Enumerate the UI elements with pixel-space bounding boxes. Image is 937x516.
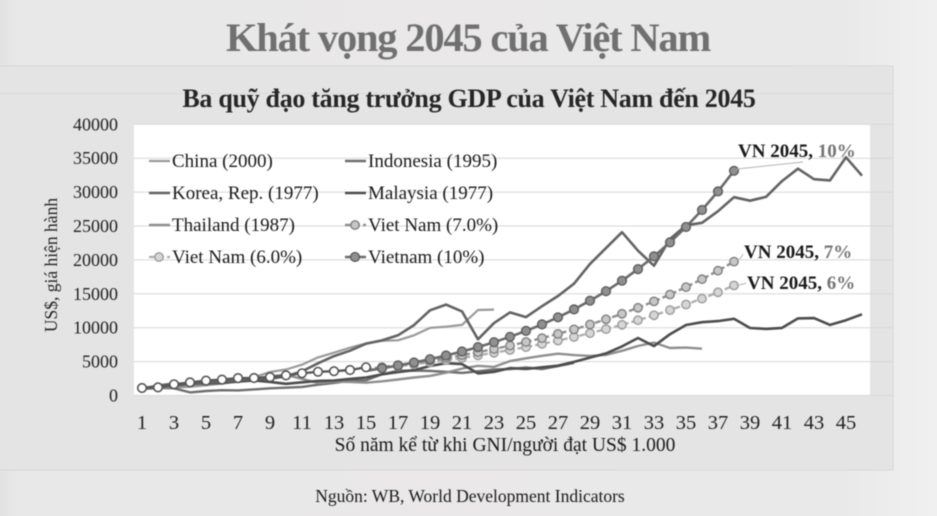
svg-text:Malaysia (1977): Malaysia (1977) — [368, 183, 493, 204]
svg-text:15: 15 — [356, 412, 377, 434]
svg-text:Khát vọng 2045 của Việt Nam: Khát vọng 2045 của Việt Nam — [226, 15, 711, 60]
svg-text:23: 23 — [484, 412, 505, 434]
svg-text:Nguồn: WB, World Development I: Nguồn: WB, World Development Indicators — [315, 486, 625, 506]
svg-text:10000: 10000 — [73, 318, 118, 338]
svg-text:13: 13 — [324, 412, 345, 434]
svg-text:5: 5 — [201, 412, 211, 434]
svg-text:Korea, Rep. (1977): Korea, Rep. (1977) — [172, 183, 319, 204]
svg-text:3: 3 — [169, 412, 179, 434]
svg-text:Ba quỹ đạo tăng trưởng GDP của: Ba quỹ đạo tăng trưởng GDP của Việt Nam … — [182, 84, 756, 113]
svg-text:0: 0 — [109, 386, 118, 406]
svg-text:21: 21 — [452, 412, 473, 434]
svg-text:15000: 15000 — [73, 284, 118, 304]
svg-text:37: 37 — [708, 412, 729, 434]
svg-text:43: 43 — [804, 412, 825, 434]
svg-text:Thailand (1987): Thailand (1987) — [172, 215, 295, 236]
svg-text:19: 19 — [420, 412, 441, 434]
svg-text:25000: 25000 — [73, 216, 118, 236]
svg-text:35: 35 — [676, 412, 697, 434]
svg-text:27: 27 — [548, 412, 569, 434]
svg-text:25: 25 — [516, 412, 537, 434]
svg-text:11: 11 — [292, 412, 312, 434]
svg-text:US$, giá hiện hành: US$, giá hiện hành — [41, 198, 61, 332]
svg-text:Viet Nam (6.0%): Viet Nam (6.0%) — [172, 247, 302, 268]
svg-text:9: 9 — [265, 412, 275, 434]
svg-text:20000: 20000 — [73, 250, 118, 270]
svg-text:33: 33 — [644, 412, 665, 434]
svg-text:41: 41 — [772, 412, 793, 434]
svg-text:30000: 30000 — [73, 182, 118, 202]
svg-text:VN 2045, 10%: VN 2045, 10% — [738, 141, 856, 162]
svg-text:29: 29 — [580, 412, 601, 434]
svg-text:7: 7 — [233, 412, 243, 434]
svg-text:VN 2045, 7%: VN 2045, 7% — [744, 242, 852, 263]
svg-text:17: 17 — [388, 412, 409, 434]
svg-text:39: 39 — [740, 412, 761, 434]
svg-text:5000: 5000 — [82, 352, 118, 372]
svg-text:40000: 40000 — [73, 114, 118, 134]
svg-text:China (2000): China (2000) — [172, 151, 273, 172]
svg-text:35000: 35000 — [73, 148, 118, 168]
svg-text:Indonesia (1995): Indonesia (1995) — [368, 151, 497, 172]
svg-text:Vietnam (10%): Vietnam (10%) — [368, 247, 485, 268]
svg-text:45: 45 — [836, 412, 857, 434]
svg-text:31: 31 — [612, 412, 633, 434]
svg-text:Viet Nam (7.0%): Viet Nam (7.0%) — [368, 215, 498, 236]
svg-text:VN 2045, 6%: VN 2045, 6% — [747, 273, 855, 294]
svg-text:1: 1 — [137, 412, 147, 434]
svg-text:Số năm kể từ khi GNI/người đạt: Số năm kể từ khi GNI/người đạt US$ 1.000 — [335, 435, 676, 456]
